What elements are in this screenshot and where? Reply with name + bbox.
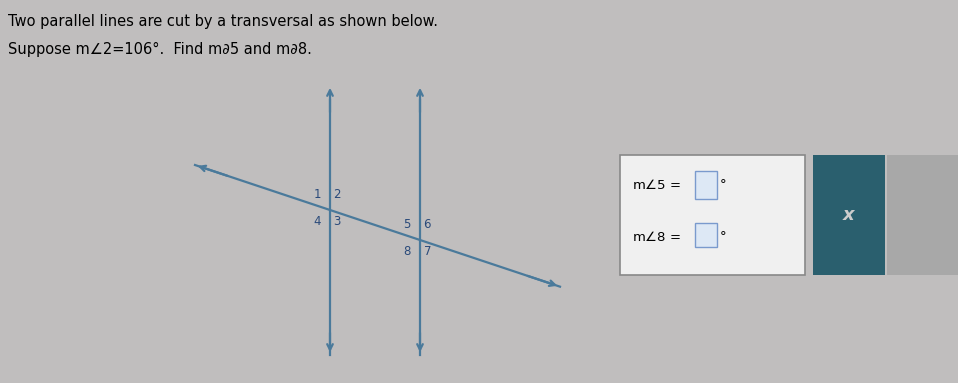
Text: 8: 8 (403, 246, 411, 259)
Bar (887, 155, 958, 275)
Text: °: ° (720, 231, 726, 244)
Text: °: ° (720, 178, 726, 192)
Text: 2: 2 (333, 188, 341, 201)
Text: m$\angle$8 =: m$\angle$8 = (632, 230, 682, 244)
Text: 3: 3 (333, 215, 341, 228)
Text: m$\angle$5 =: m$\angle$5 = (632, 178, 682, 192)
Bar (695, 171, 717, 199)
Text: 6: 6 (423, 218, 431, 231)
Bar (813, 155, 885, 275)
Text: 1: 1 (313, 188, 321, 201)
Bar (620, 155, 805, 275)
Text: 7: 7 (423, 246, 431, 259)
Text: x: x (843, 206, 855, 224)
Text: 5: 5 (403, 218, 411, 231)
Text: Two parallel lines are cut by a transversal as shown below.: Two parallel lines are cut by a transver… (8, 14, 438, 29)
Text: 4: 4 (313, 215, 321, 228)
Text: Suppose m∠2=106°.  Find m∂5 and m∂8.: Suppose m∠2=106°. Find m∂5 and m∂8. (8, 42, 312, 57)
Bar (695, 223, 717, 247)
